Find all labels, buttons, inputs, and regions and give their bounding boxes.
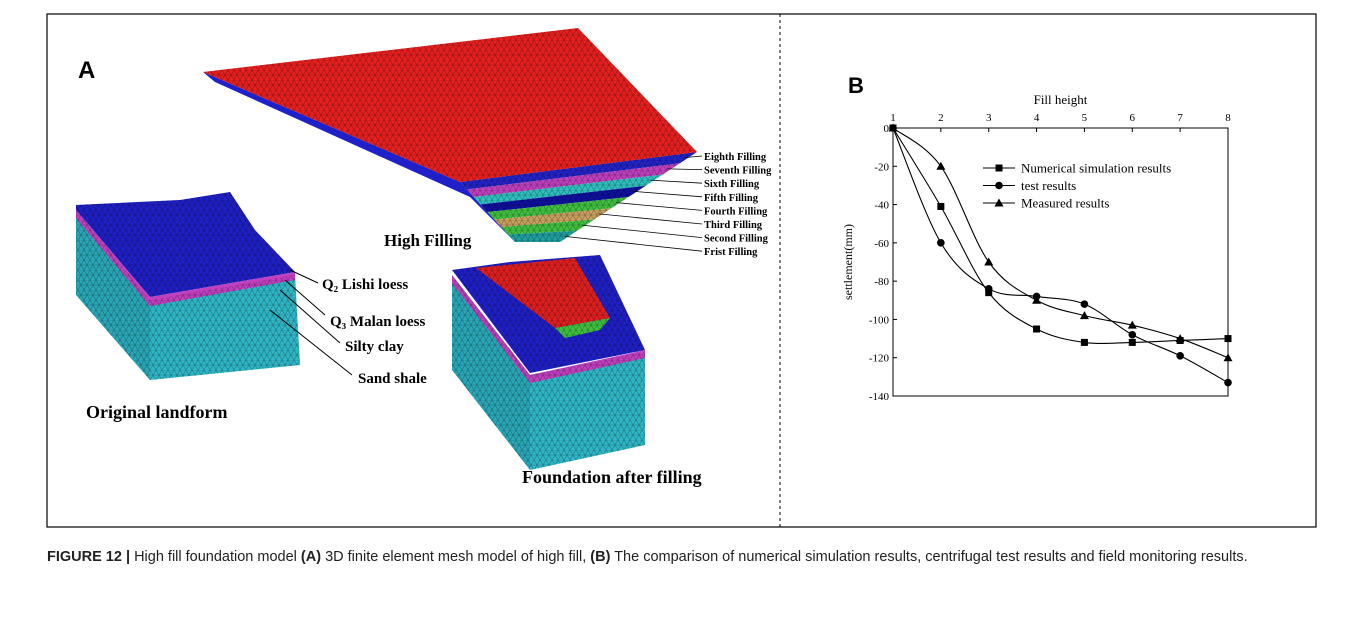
marker [1175, 334, 1185, 343]
layer-label: Fifth Filling [704, 193, 759, 204]
legend-label: test results [1021, 178, 1076, 193]
plot-frame [892, 127, 1229, 397]
mesh [473, 174, 663, 205]
leader-line [581, 224, 703, 238]
marker [937, 239, 945, 247]
x-tick-label: 5 [1082, 112, 1088, 124]
panel-b: B Fill height settlement(mm) 1 2 3 4 5 6 7 8 0 -20 -… [841, 73, 1233, 403]
leader-line [633, 190, 703, 198]
caption-ref: (B) [590, 549, 611, 565]
leader-line [684, 155, 703, 159]
leader-line [667, 168, 703, 170]
layer-label: Sixth Filling [704, 179, 760, 190]
x-axis-title: Fill height [1034, 92, 1088, 107]
panel-label: A [78, 57, 95, 84]
marker [1223, 353, 1233, 362]
high-filling-model [203, 28, 697, 242]
marker [1127, 320, 1137, 329]
x-tick-label: 3 [986, 112, 992, 124]
marker [937, 202, 945, 210]
marker [1033, 325, 1041, 333]
fill-side [203, 72, 515, 242]
caption-text: The comparison of numerical simulation r… [614, 549, 1248, 565]
legend-marker [995, 181, 1003, 190]
legend-marker [994, 198, 1004, 207]
legend-label: Measured results [1021, 196, 1109, 211]
layer-label: Seventh Filling [704, 166, 772, 177]
original-label: Original landform [86, 402, 228, 422]
mesh [494, 208, 612, 227]
frame [46, 13, 1317, 528]
marker [1032, 295, 1042, 304]
legend-label: Numerical simulation results [1021, 161, 1171, 176]
mesh [508, 230, 578, 242]
leader-lines [269, 269, 353, 376]
original-landform-model [76, 192, 300, 380]
figure: A High Fillin [46, 13, 1317, 528]
y-tick-label: -60 [874, 238, 889, 250]
labels: High Filling Original landform Foundatio… [86, 152, 772, 487]
y-tick-label: -100 [869, 314, 890, 326]
marker [1080, 300, 1089, 308]
x-tick-label: 7 [1177, 112, 1183, 124]
leader-line [650, 179, 703, 184]
x-tick-label: 1 [890, 112, 896, 124]
y-tick-label: -20 [874, 161, 889, 173]
leader-line [615, 202, 703, 211]
marker [1079, 311, 1089, 320]
stratum-label: Q₃ Malan loess [330, 314, 425, 330]
marker [984, 285, 993, 293]
mesh [203, 28, 697, 182]
marker [984, 257, 994, 266]
x-tick-label: 6 [1130, 112, 1136, 124]
y-tick-label: -140 [869, 391, 890, 403]
panel-label: B [848, 73, 864, 98]
stratum-label: Silty clay [345, 339, 404, 355]
caption-text: High fill foundation model [134, 549, 297, 565]
leader-line [564, 235, 703, 252]
marker [985, 289, 993, 297]
caption-ref: (A) [300, 549, 322, 565]
foundation-model [452, 255, 645, 470]
marker [1224, 378, 1232, 387]
x-tick-label: 2 [938, 112, 944, 124]
caption-text: 3D finite element mesh model of high fil… [325, 549, 587, 565]
layer-label: Eighth Filling [704, 152, 767, 163]
marker [1128, 338, 1136, 346]
marker [888, 123, 898, 132]
x-tick-label: 8 [1225, 112, 1231, 124]
mesh [501, 219, 595, 235]
mesh [487, 197, 629, 220]
y-tick-label: -120 [869, 353, 890, 365]
legend-marker [995, 164, 1003, 172]
y-tick-label: 0 [884, 123, 890, 135]
layer-label: Second Filling [704, 234, 769, 245]
stratum-label: Sand shale [358, 371, 427, 387]
layer-label: Third Filling [704, 220, 763, 231]
layer-label: Frist Filling [704, 247, 758, 258]
foundation-label: Foundation after filling [522, 467, 702, 487]
mesh [480, 185, 646, 212]
marker [1176, 352, 1184, 360]
marker [936, 161, 946, 170]
caption: FIGURE 12 | High fill foundation model (… [47, 546, 1309, 569]
series-line [892, 127, 1229, 384]
marker [1128, 330, 1137, 339]
marker [1224, 335, 1232, 343]
leader-line [598, 213, 703, 225]
series-line [892, 127, 1229, 359]
y-tick-label: -80 [874, 276, 889, 288]
layer-label: Fourth Filling [704, 206, 768, 217]
panel-a: A High Fillin [76, 28, 772, 487]
stratum-label: Q₂ Lishi loess [322, 277, 408, 293]
y-axis-title: settlement(mm) [841, 224, 855, 300]
high-filling-label: High Filling [384, 231, 472, 250]
y-tick-label: -40 [874, 200, 889, 212]
x-tick-label: 4 [1034, 112, 1040, 124]
figure-label: FIGURE 12 | [47, 549, 131, 565]
mesh [466, 163, 680, 197]
marker [1080, 338, 1088, 346]
mesh [460, 152, 697, 190]
